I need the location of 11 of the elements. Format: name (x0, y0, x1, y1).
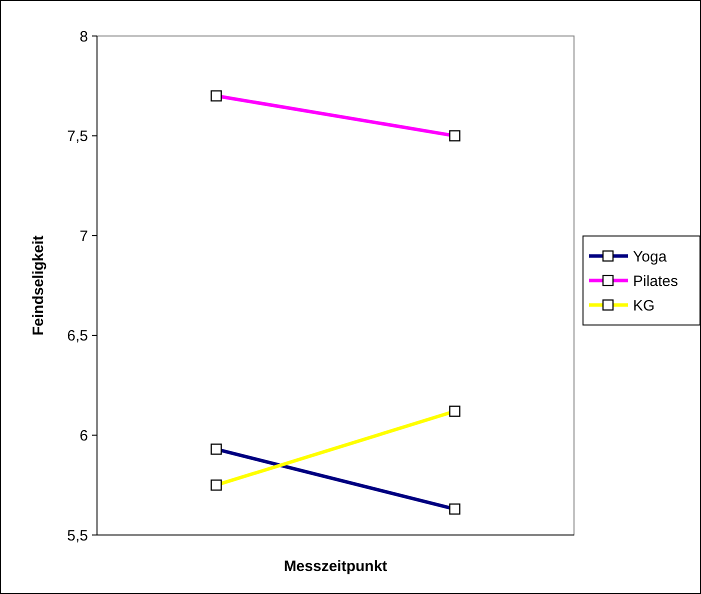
y-tick-label: 8 (80, 28, 88, 46)
x-axis-title: Messzeitpunkt (284, 558, 388, 575)
y-tick-label: 5,5 (67, 527, 88, 544)
legend-label: Pilates (633, 272, 678, 290)
legend-label: KG (633, 297, 655, 314)
y-axis-title: Feindseligkeit (30, 235, 47, 336)
y-tick-label: 6,5 (67, 328, 88, 345)
y-tick-label: 7 (80, 228, 88, 245)
y-tick-label: 7,5 (67, 128, 88, 146)
y-tick-label: 6 (80, 427, 88, 444)
legend-label: Yoga (633, 248, 668, 266)
